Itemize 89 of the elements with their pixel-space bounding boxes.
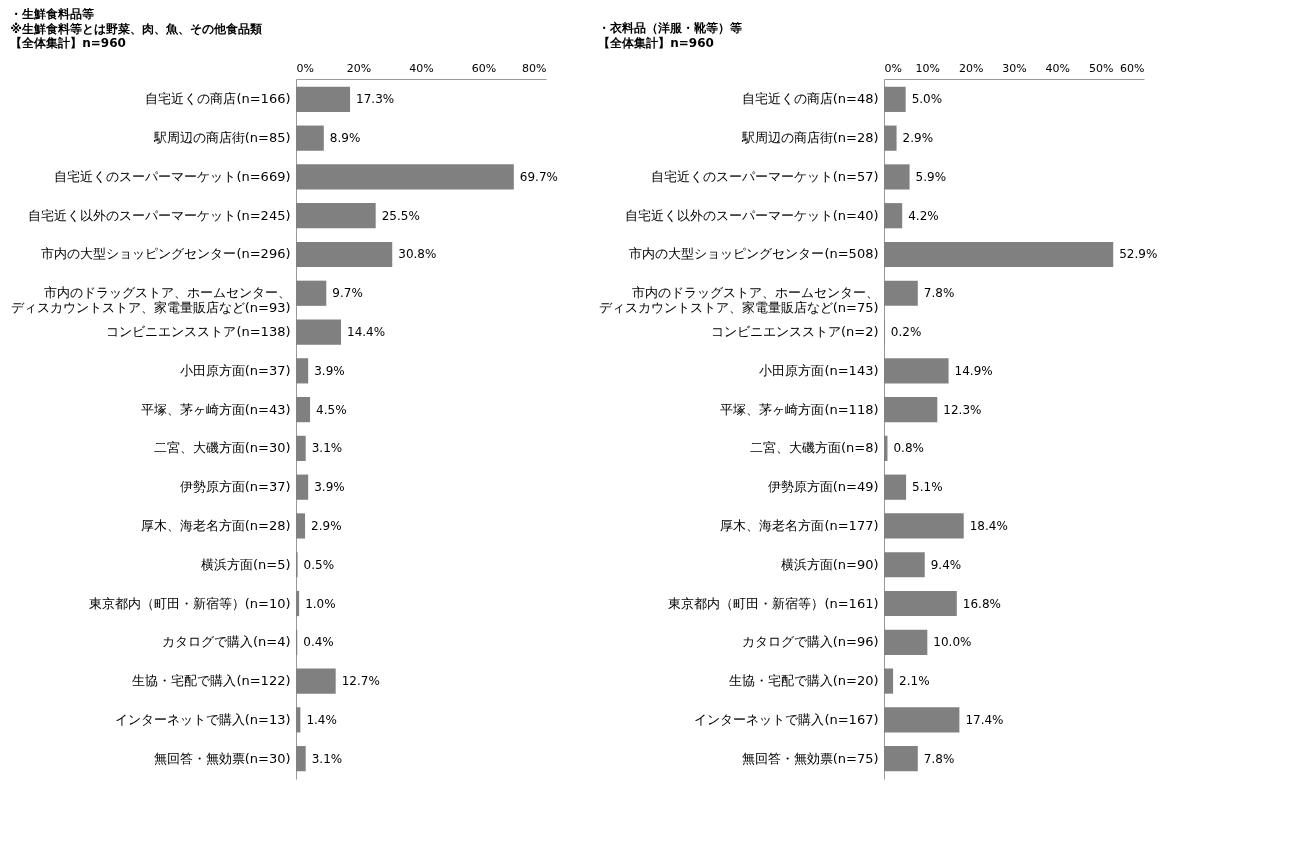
text: 【全体集計】n=960 xyxy=(598,36,714,50)
y-tick-label: 無回答・無効票(n=30) xyxy=(153,750,291,766)
y-tick-label: 市内のドラッグストア、ホームセンター、ディスカウントストア、家電量販店など(n=93) xyxy=(10,285,291,316)
y-tick-label: 市内のドラッグストア、ホームセンター、ディスカウントストア、家電量販店など(n=75) xyxy=(598,285,879,316)
data-label: 1.4% xyxy=(306,712,337,727)
y-tick-label: 厚木、海老名方面(n=28) xyxy=(140,517,291,533)
text: ・衣料品（洋服・靴等）等 xyxy=(598,21,743,35)
y-tick-label: 生協・宅配で購入(n=20) xyxy=(728,673,879,689)
data-label: 12.3% xyxy=(943,402,982,417)
x-tick-label: 50% xyxy=(1088,61,1114,75)
y-tick-label: 二宮、大磯方面(n=8) xyxy=(749,440,879,456)
x-tick-label: 20% xyxy=(958,61,984,75)
x-tick-label: 30% xyxy=(1002,61,1027,75)
y-tick-label: インターネットで購入(n=13) xyxy=(114,711,291,727)
data-label: 2.9% xyxy=(311,518,342,533)
data-label: 0.4% xyxy=(303,635,334,650)
data-label: 0.8% xyxy=(893,441,924,456)
y-tick-label: 自宅近く以外のスーパーマーケット(n=245) xyxy=(28,207,291,223)
data-label: 14.9% xyxy=(954,363,993,378)
data-label: 69.7% xyxy=(519,169,558,184)
data-label: 12.7% xyxy=(341,674,380,689)
y-tick-label: 小田原方面(n=143) xyxy=(759,362,879,378)
y-tick-label: カタログで購入(n=4) xyxy=(161,634,291,650)
y-tick-label: 東京都内（町田・新宿等）(n=161) xyxy=(668,595,879,611)
data-label: 0.2% xyxy=(890,325,922,340)
x-tick-label: 60% xyxy=(471,61,497,75)
x-tick-label: 40% xyxy=(1045,61,1071,75)
y-tick-label: 市内の大型ショッピングセンター(n=508) xyxy=(629,246,879,262)
data-label: 2.9% xyxy=(902,131,934,146)
x-tick-label: 0% xyxy=(884,61,902,75)
data-label: 7.8% xyxy=(923,751,955,766)
y-tick-label: 厚木、海老名方面(n=177) xyxy=(720,517,879,533)
data-label: 3.9% xyxy=(314,363,345,378)
text: 【全体集計】n=960 xyxy=(10,36,126,50)
data-label: 7.8% xyxy=(923,286,955,301)
x-tick-label: 60% xyxy=(1120,61,1145,75)
y-tick-label: 市内の大型ショッピングセンター(n=296) xyxy=(41,246,291,262)
data-label: 2.1% xyxy=(899,674,930,689)
data-label: 3.1% xyxy=(311,751,343,766)
text: ※生鮮食料等とは野菜、肉、魚、その他食品類 xyxy=(10,22,262,36)
data-label: 18.4% xyxy=(969,518,1008,533)
y-tick-label: 自宅近くの商店(n=166) xyxy=(145,91,291,107)
y-tick-label: 伊勢原方面(n=37) xyxy=(179,479,291,495)
x-tick-label: 80% xyxy=(522,61,547,75)
y-tick-label: 小田原方面(n=37) xyxy=(179,362,291,378)
y-tick-label: 伊勢原方面(n=49) xyxy=(767,479,879,495)
data-label: 17.3% xyxy=(356,92,395,107)
x-tick-label: 10% xyxy=(915,61,941,75)
data-label: 0.5% xyxy=(303,557,335,572)
y-tick-label: 平塚、茅ヶ崎方面(n=118) xyxy=(720,401,879,417)
y-tick-label: 生協・宅配で購入(n=122) xyxy=(132,673,291,689)
data-label: 16.8% xyxy=(962,596,1001,611)
y-tick-label: 平塚、茅ヶ崎方面(n=43) xyxy=(140,401,291,417)
data-label: 4.5% xyxy=(316,402,347,417)
y-tick-label: 横浜方面(n=90) xyxy=(780,556,879,572)
y-tick-label: 自宅近く以外のスーパーマーケット(n=40) xyxy=(624,207,879,223)
y-tick-label: コンビニエンスストア(n=2) xyxy=(710,324,879,340)
data-label: 10.0% xyxy=(933,635,972,650)
y-tick-label: 自宅近くのスーパーマーケット(n=57) xyxy=(650,168,879,184)
data-label: 17.4% xyxy=(965,712,1004,727)
data-label: 52.9% xyxy=(1119,247,1158,262)
data-label: 3.9% xyxy=(314,480,345,495)
data-label: 5.9% xyxy=(915,169,947,184)
data-label: 4.2% xyxy=(908,208,939,223)
data-label: 30.8% xyxy=(398,247,437,262)
data-label: 3.1% xyxy=(311,441,343,456)
y-tick-label: コンビニエンスストア(n=138) xyxy=(106,324,291,340)
data-label: 5.1% xyxy=(912,480,943,495)
x-tick-label: 40% xyxy=(409,61,434,75)
x-tick-label: 20% xyxy=(346,61,372,75)
data-label: 9.7% xyxy=(332,286,363,301)
y-tick-label: 自宅近くの商店(n=48) xyxy=(741,91,879,107)
y-tick-label: 自宅近くのスーパーマーケット(n=669) xyxy=(54,168,291,184)
y-tick-label: カタログで購入(n=96) xyxy=(741,634,879,650)
y-tick-label: 無回答・無効票(n=75) xyxy=(741,750,879,766)
y-tick-label: 二宮、大磯方面(n=30) xyxy=(153,440,291,456)
text: ・生鮮食料品等 xyxy=(10,7,95,21)
data-label: 5.0% xyxy=(911,92,943,107)
y-tick-label: 駅周辺の商店街(n=85) xyxy=(152,130,291,146)
data-label: 1.0% xyxy=(305,596,336,611)
data-label: 9.4% xyxy=(930,557,962,572)
data-label: 14.4% xyxy=(347,325,386,340)
y-tick-label: インターネットで購入(n=167) xyxy=(694,711,879,727)
x-tick-label: 0% xyxy=(296,61,314,75)
data-label: 8.9% xyxy=(329,131,361,146)
data-label: 25.5% xyxy=(381,208,420,223)
y-tick-label: 駅周辺の商店街(n=28) xyxy=(740,130,879,146)
y-tick-label: 横浜方面(n=5) xyxy=(200,556,291,572)
y-tick-label: 東京都内（町田・新宿等）(n=10) xyxy=(88,595,291,611)
